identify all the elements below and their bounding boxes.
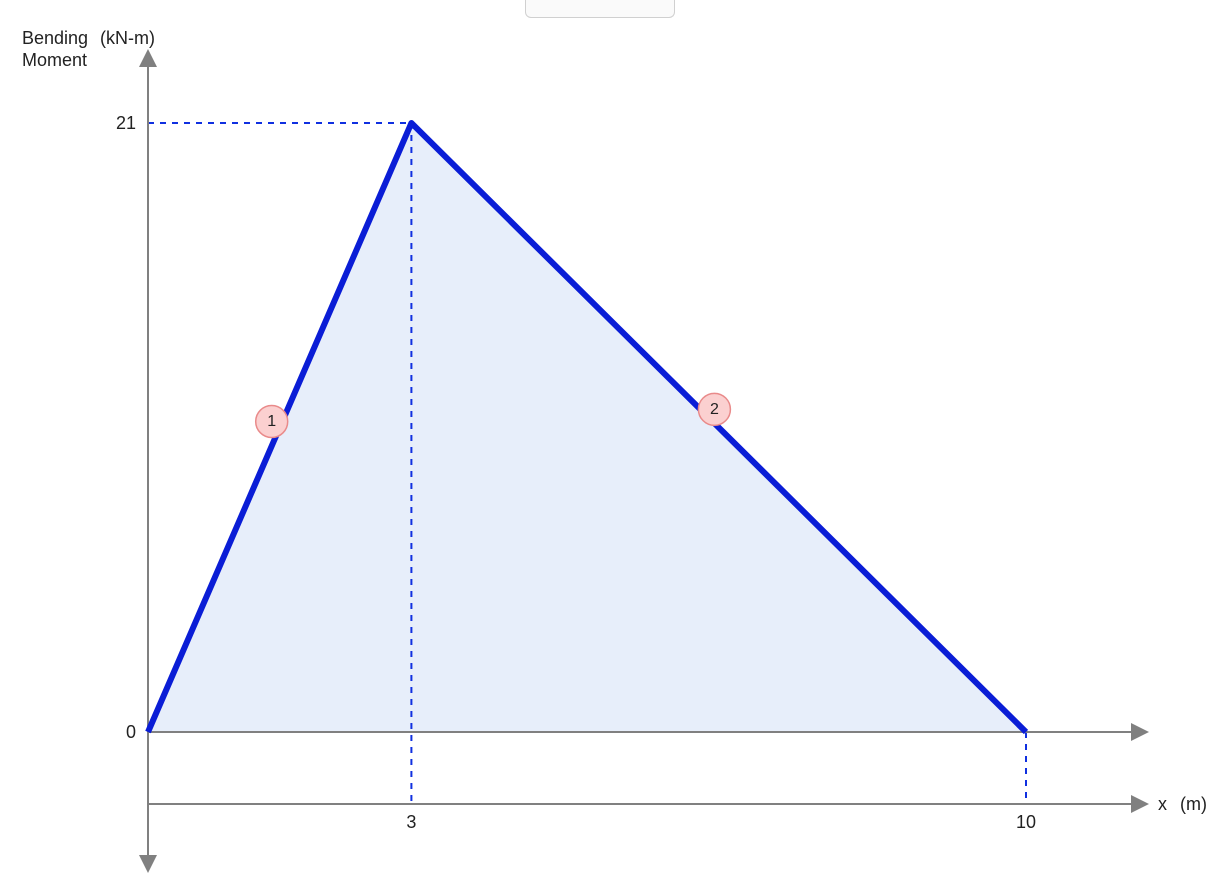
svg-text:1: 1 (267, 413, 276, 430)
x-tick-10: 10 (1016, 812, 1036, 832)
segment-marker-2: 2 (698, 393, 730, 425)
top-dropdown-stub[interactable] (525, 0, 675, 18)
chart-container: 1 2 0 21 3 10 BendingMoment (kN-m) x (m) (0, 0, 1220, 890)
x-axis-label: x (1158, 794, 1167, 814)
bending-moment-chart: 1 2 0 21 3 10 BendingMoment (kN-m) x (m) (0, 0, 1220, 890)
segment-marker-1: 1 (256, 406, 288, 438)
x-axis-unit: (m) (1180, 794, 1207, 814)
y-tick-21: 21 (116, 113, 136, 133)
y-tick-0: 0 (126, 722, 136, 742)
y-axis-label-line1: Bending (22, 28, 88, 48)
y-axis-unit: (kN-m) (100, 28, 155, 48)
y-axis-label-line2: Moment (22, 50, 87, 70)
x-tick-3: 3 (406, 812, 416, 832)
svg-text:2: 2 (710, 401, 719, 418)
